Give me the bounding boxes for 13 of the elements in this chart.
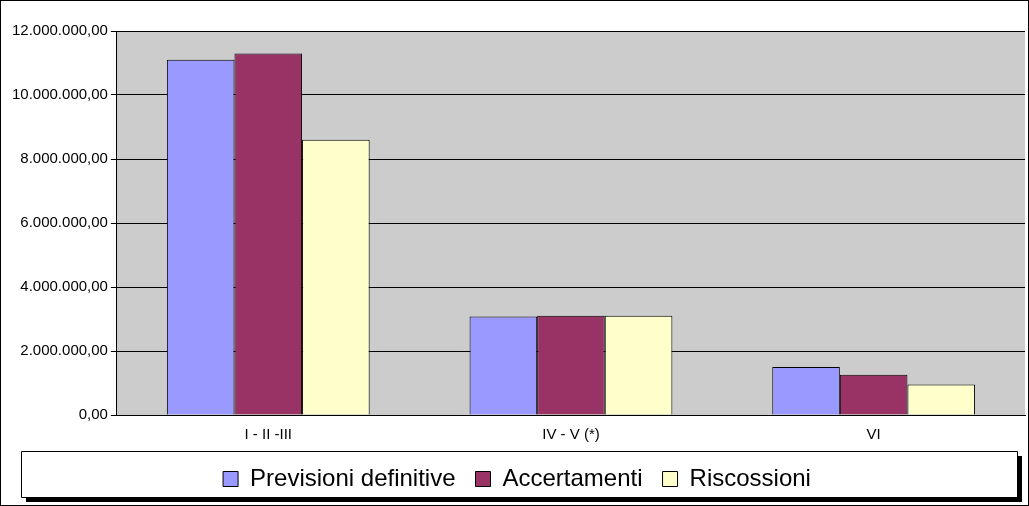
y-tick-label: 6.000.000,00 [20,213,108,231]
y-tick-label: 8.000.000,00 [20,149,108,167]
legend-label: Accertamenti [502,463,643,491]
y-tick-label: 2.000.000,00 [20,341,108,359]
x-tick-label: I - II -III [244,425,293,443]
legend-label: Previsioni definitive [250,463,456,491]
x-tick-label: VI [866,425,881,443]
legend-label: Riscossioni [689,463,811,491]
y-tick-label: 0,00 [78,405,108,423]
y-tick-label: 12.000.000,00 [11,21,108,39]
y-tick-label: 4.000.000,00 [20,277,108,295]
x-tick-label: IV - V (*) [542,425,600,443]
y-tick-label: 10.000.000,00 [11,85,108,103]
